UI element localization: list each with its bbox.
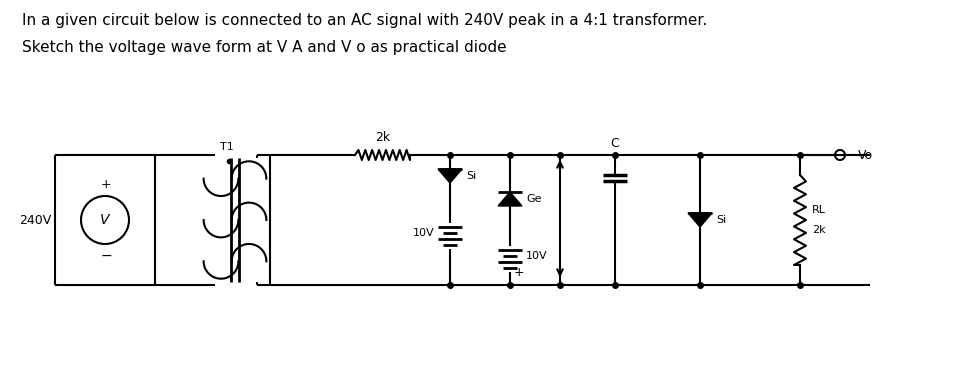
Text: In a given circuit below is connected to an AC signal with 240V peak in a 4:1 tr: In a given circuit below is connected to… [22, 13, 707, 28]
Text: 10V: 10V [526, 251, 548, 261]
Text: 2k: 2k [375, 131, 390, 144]
Text: RL: RL [812, 205, 826, 215]
Text: +: + [101, 178, 111, 191]
Polygon shape [688, 213, 712, 227]
Text: Vo: Vo [858, 149, 873, 161]
Text: 10V: 10V [412, 228, 434, 238]
Text: T1: T1 [220, 142, 234, 152]
Text: Ge: Ge [526, 194, 541, 204]
Text: Sketch the voltage wave form at V A and V o as practical diode: Sketch the voltage wave form at V A and … [22, 40, 507, 55]
Text: Si: Si [466, 171, 476, 181]
Polygon shape [438, 169, 462, 183]
Text: −: − [101, 249, 111, 263]
Text: +: + [514, 266, 525, 279]
Text: C: C [611, 137, 619, 150]
Polygon shape [498, 192, 522, 206]
Text: V: V [101, 213, 109, 227]
Text: Si: Si [716, 215, 726, 225]
Text: 240V: 240V [19, 214, 51, 226]
Text: 2k: 2k [812, 225, 826, 235]
